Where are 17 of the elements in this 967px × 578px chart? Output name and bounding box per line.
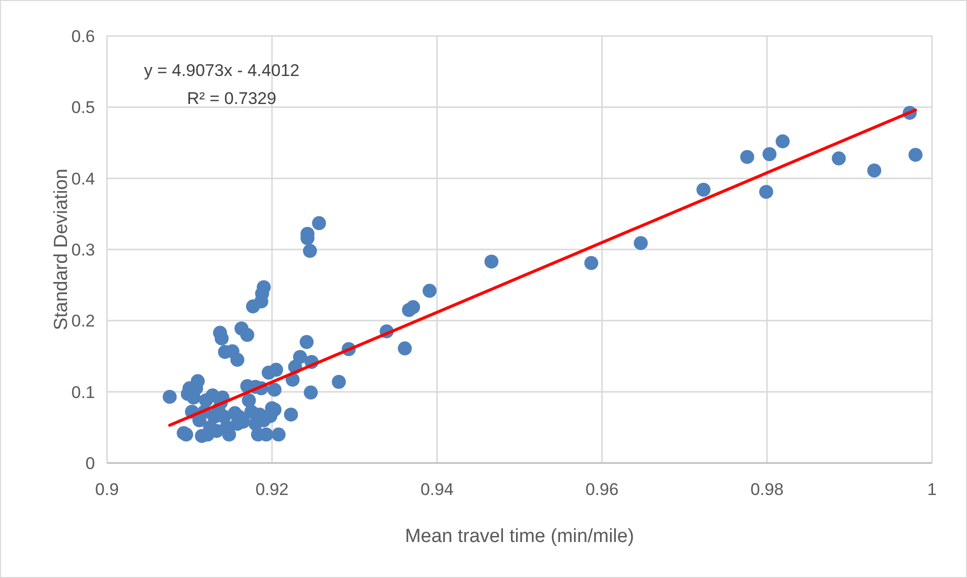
y-tick-label: 0 bbox=[86, 454, 95, 473]
y-axis-title: Standard Deviation bbox=[51, 168, 72, 330]
x-tick-label: 1 bbox=[927, 480, 937, 499]
y-tick-label: 0.6 bbox=[71, 26, 95, 46]
x-tick-label: 0.94 bbox=[420, 480, 454, 499]
annotation: R² = 0.7329 bbox=[187, 89, 276, 108]
y-tick-label: 0.2 bbox=[71, 312, 95, 331]
x-tick-label: 0.9 bbox=[95, 480, 119, 499]
y-tick-label: 0.3 bbox=[71, 240, 95, 260]
annotation: y = 4.9073x - 4.4012 bbox=[144, 61, 300, 80]
y-tick-label: 0.4 bbox=[71, 169, 95, 188]
x-axis-title: Mean travel time (min/mile) bbox=[404, 526, 634, 547]
y-tick-label: 0.1 bbox=[71, 382, 95, 402]
x-tick-label: 0.96 bbox=[585, 480, 619, 499]
x-tick-label: 0.92 bbox=[255, 480, 289, 499]
x-tick-label: 0.98 bbox=[750, 480, 784, 499]
y-tick-label: 0.5 bbox=[71, 98, 95, 118]
